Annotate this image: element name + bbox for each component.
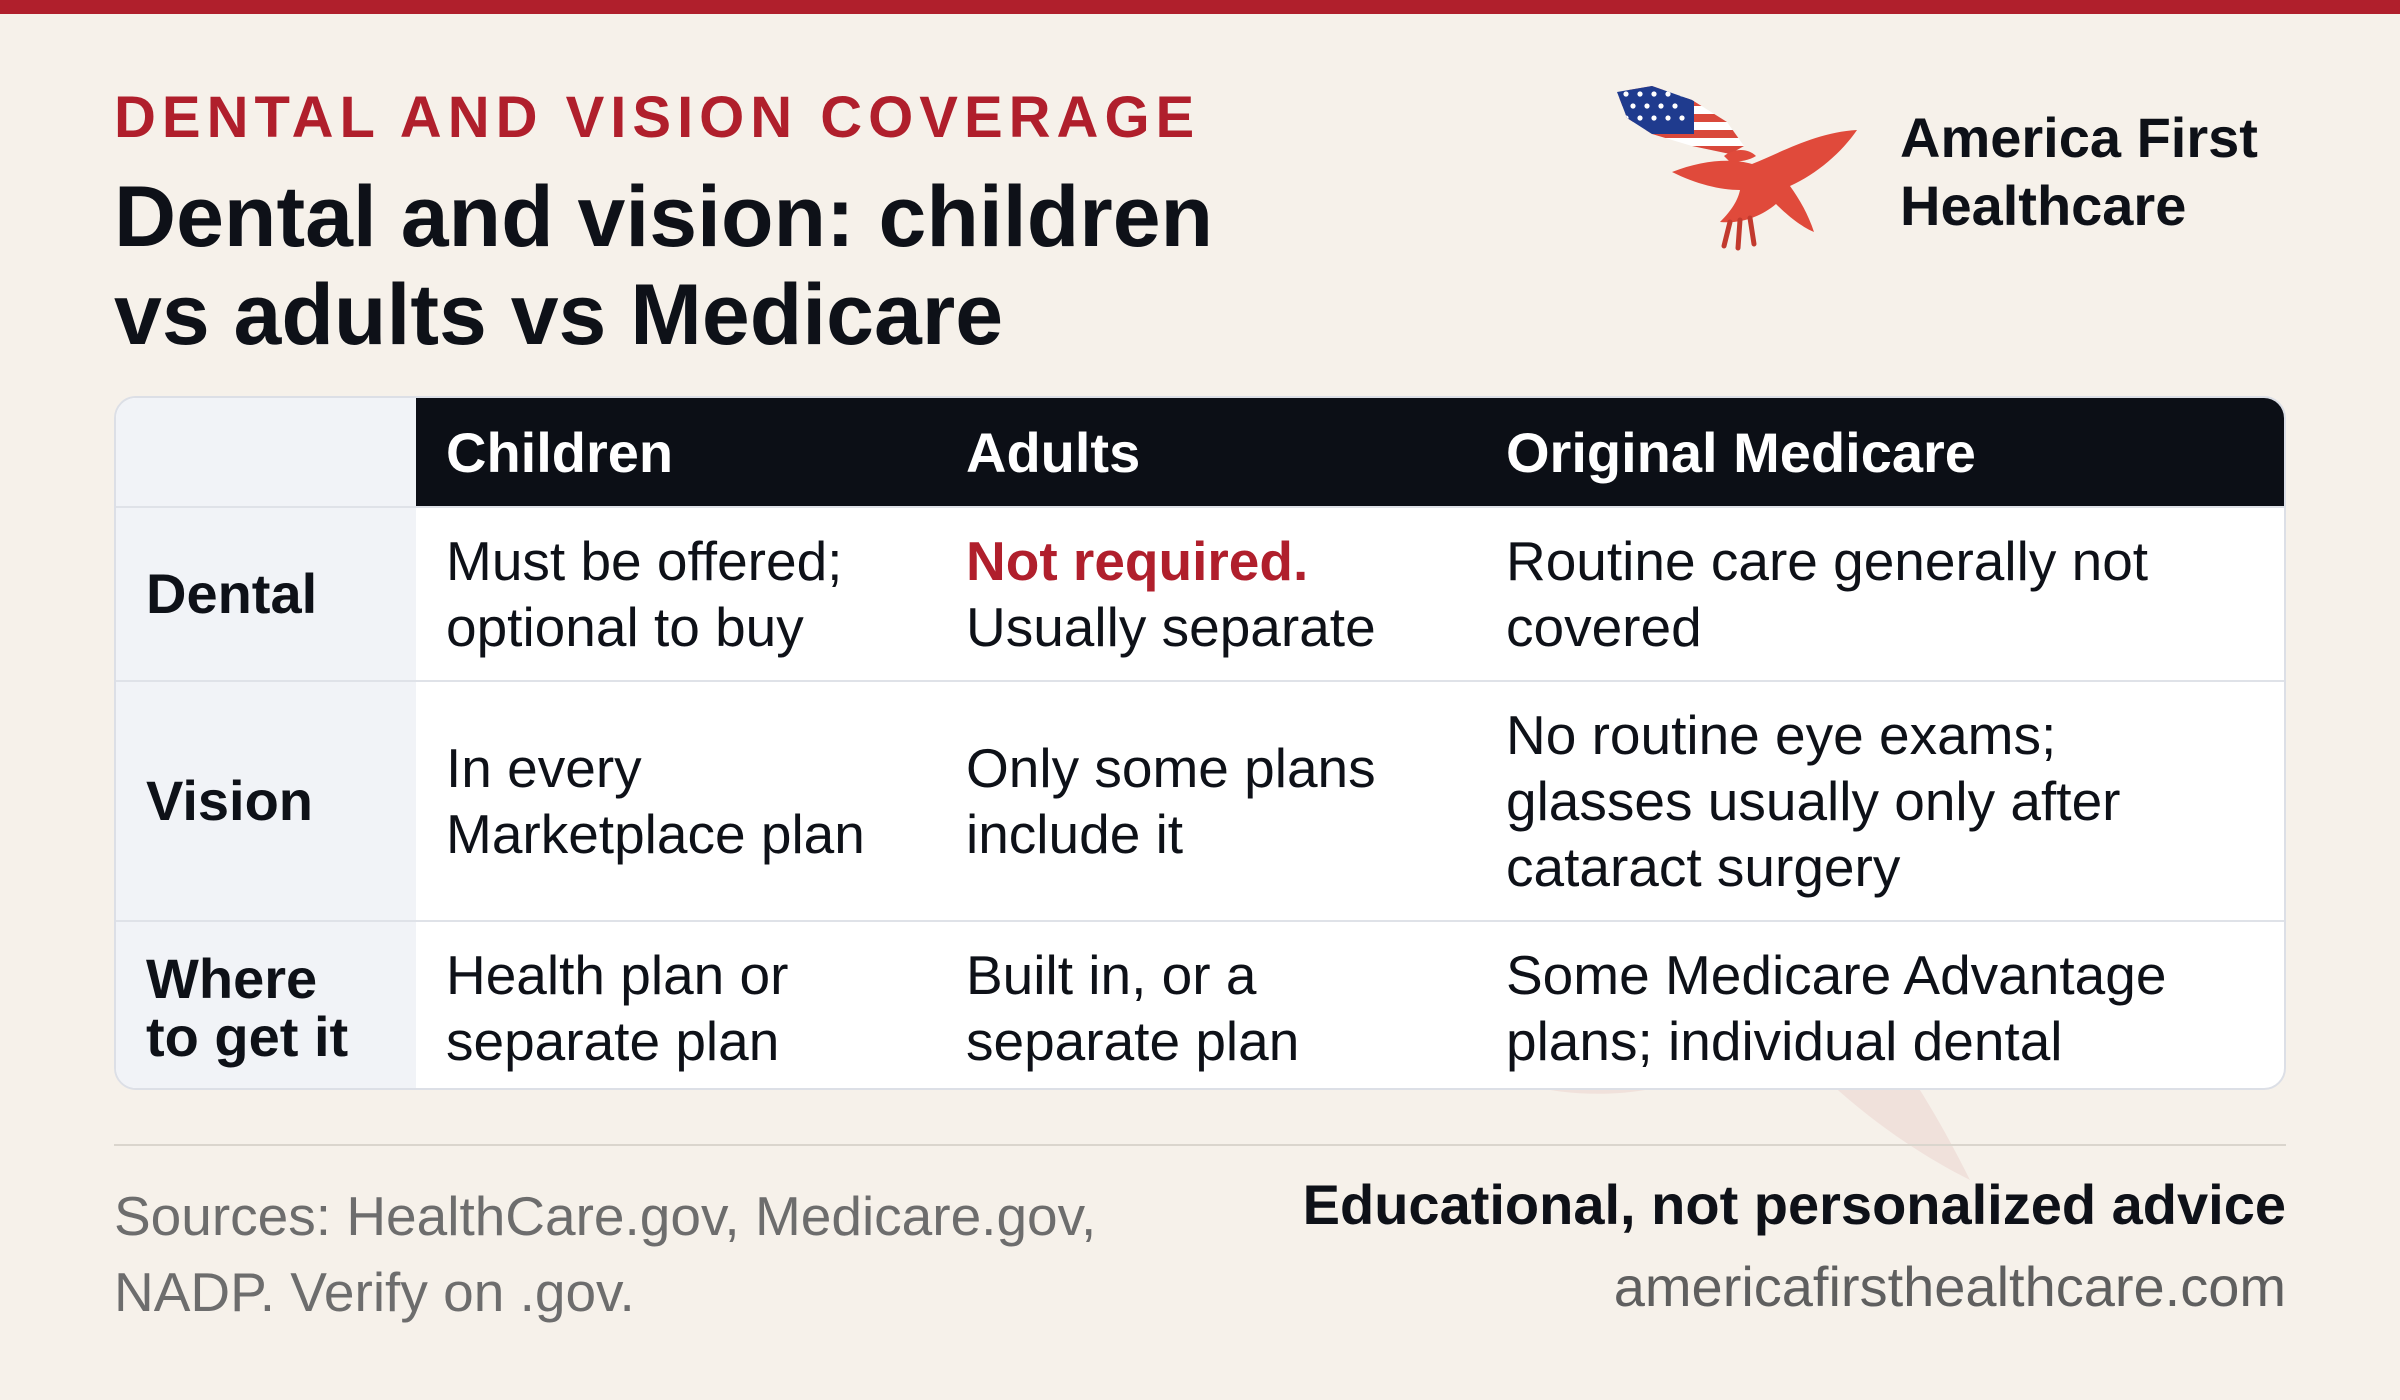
cell-text: No routine eye exams;: [1506, 704, 2057, 766]
row-header-where-to-get-it: Where to get it: [116, 922, 416, 1088]
brand-name: America First Healthcare: [1900, 104, 2300, 240]
title-line: vs adults vs Medicare: [114, 267, 1004, 363]
brand-name-line: America First: [1900, 106, 2258, 169]
cell-text: separate plan: [446, 1010, 780, 1072]
cell-text: Some Medicare Advantage: [1506, 944, 2167, 1006]
sources-line: Sources: HealthCare.gov, Medicare.gov,: [114, 1185, 1097, 1247]
table-corner: [116, 398, 416, 506]
cell-dental-children: Must be offered; optional to buy: [446, 508, 946, 680]
cell-dental-adults: Not required. Usually separate: [966, 508, 1486, 680]
table-row-dental: Dental Must be offered; optional to buy …: [116, 506, 2284, 680]
cell-text: glasses usually only after: [1506, 770, 2121, 832]
eagle-flag-icon: [1617, 86, 1857, 251]
cell-text: covered: [1506, 596, 1702, 658]
brand-logo: America First Healthcare: [1612, 82, 2292, 272]
cell-text: Must be offered;: [446, 530, 843, 592]
cell-text: plans; individual dental: [1506, 1010, 2063, 1072]
cell-text: Marketplace plan: [446, 803, 865, 865]
sources-line: NADP. Verify on .gov.: [114, 1261, 635, 1323]
row-header-text: to get it: [146, 1005, 349, 1068]
row-header-text: Dental: [146, 562, 318, 625]
top-accent-bar: [0, 0, 2400, 14]
cell-text: In every: [446, 737, 642, 799]
cell-text: separate plan: [966, 1010, 1300, 1072]
cell-where-medicare: Some Medicare Advantage plans; individua…: [1506, 922, 2266, 1088]
cell-text: Built in, or a: [966, 944, 1257, 1006]
cell-text: cataract surgery: [1506, 836, 1901, 898]
row-header-vision: Vision: [116, 682, 416, 920]
cell-where-children: Health plan or separate plan: [446, 922, 946, 1088]
table-header-band: [416, 398, 2284, 506]
cell-text: include it: [966, 803, 1184, 865]
cell-dental-medicare: Routine care generally not covered: [1506, 508, 2266, 680]
cell-where-adults: Built in, or a separate plan: [966, 922, 1486, 1088]
cell-vision-medicare: No routine eye exams; glasses usually on…: [1506, 682, 2266, 920]
cell-highlight-text: Not required.: [966, 530, 1309, 592]
table-header-row: Children Adults Original Medicare: [116, 398, 2284, 506]
disclaimer: Educational, not personalized advice: [1302, 1173, 2286, 1236]
row-header-text: Vision: [146, 769, 314, 832]
table-row-vision: Vision In every Marketplace plan Only so…: [116, 680, 2284, 920]
cell-text: optional to buy: [446, 596, 804, 658]
cell-vision-children: In every Marketplace plan: [446, 682, 946, 920]
cell-text: Routine care generally not: [1506, 530, 2149, 592]
row-header-dental: Dental: [116, 508, 416, 680]
section-kicker: DENTAL AND VISION COVERAGE: [114, 85, 1201, 150]
cell-text: Only some plans: [966, 737, 1376, 799]
title-line: Dental and vision: children: [114, 169, 1214, 265]
sources-note: Sources: HealthCare.gov, Medicare.gov, N…: [114, 1178, 1214, 1330]
website-url: americafirsthealthcare.com: [1613, 1255, 2286, 1318]
column-header-adults: Adults: [966, 420, 1141, 484]
cell-text: Usually separate: [966, 596, 1376, 658]
brand-name-line: Healthcare: [1900, 174, 2187, 237]
column-header-children: Children: [446, 420, 674, 484]
page-title: Dental and vision: children vs adults vs…: [114, 168, 1414, 364]
cell-text: Health plan or: [446, 944, 789, 1006]
table-row-where-to-get-it: Where to get it Health plan or separate …: [116, 920, 2284, 1088]
cell-vision-adults: Only some plans include it: [966, 682, 1486, 920]
coverage-table: Children Adults Original Medicare Dental…: [114, 396, 2286, 1090]
row-header-text: Where: [146, 947, 318, 1010]
column-header-original-medicare: Original Medicare: [1506, 420, 1976, 484]
footer-divider: [114, 1144, 2286, 1146]
